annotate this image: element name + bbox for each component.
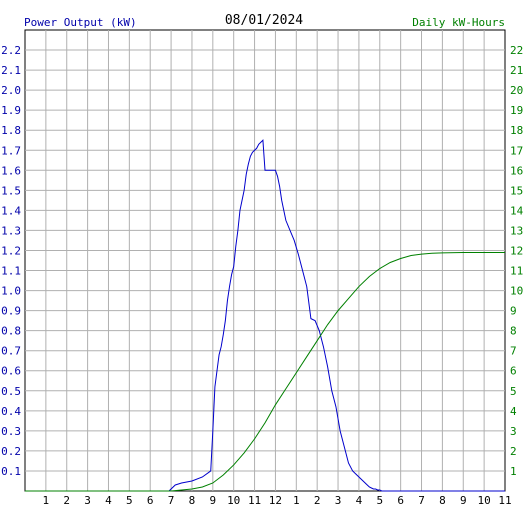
daily-kwh-line xyxy=(25,251,505,492)
chart-title: 08/01/2024 xyxy=(225,13,303,28)
right-tick-label: 19 xyxy=(510,104,523,117)
left-tick-label: 1.3 xyxy=(1,224,21,237)
x-tick-label: 9 xyxy=(210,494,217,507)
left-axis-ticks: 0.1 0.2 0.3 0.4 0.5 0.6 0.7 0.8 0.9 1.0 1.1 1.2 1.3 1… xyxy=(1,44,21,478)
x-tick-label: 10 xyxy=(227,494,240,507)
left-tick-label: 0.3 xyxy=(1,425,21,438)
right-tick-label: 1 xyxy=(510,465,517,478)
x-tick-label: 7 xyxy=(418,494,425,507)
right-tick-label: 18 xyxy=(510,124,523,137)
x-tick-label: 2 xyxy=(63,494,70,507)
x-tick-label: 1 xyxy=(43,494,50,507)
left-tick-label: 2.2 xyxy=(1,44,21,57)
left-tick-label: 1.9 xyxy=(1,104,21,117)
x-tick-label: 6 xyxy=(147,494,154,507)
x-tick-label: 10 xyxy=(478,494,491,507)
left-tick-label: 1.2 xyxy=(1,244,21,257)
right-tick-label: 6 xyxy=(510,365,517,378)
x-tick-label: 5 xyxy=(376,494,383,507)
left-tick-label: 1.1 xyxy=(1,265,21,278)
x-tick-label: 6 xyxy=(397,494,404,507)
right-tick-label: 15 xyxy=(510,184,523,197)
right-tick-label: 2 xyxy=(510,445,517,458)
left-tick-label: 1.6 xyxy=(1,164,21,177)
x-tick-label: 7 xyxy=(168,494,175,507)
right-axis-title: Daily kW-Hours xyxy=(412,16,505,29)
plot-frame xyxy=(24,29,506,492)
x-tick-label: 12 xyxy=(269,494,282,507)
x-tick-label: 4 xyxy=(356,494,363,507)
right-tick-label: 13 xyxy=(510,224,523,237)
x-tick-label: 3 xyxy=(335,494,342,507)
x-tick-label: 8 xyxy=(439,494,446,507)
left-tick-label: 1.4 xyxy=(1,204,21,217)
left-tick-label: 0.9 xyxy=(1,305,21,318)
right-tick-label: 4 xyxy=(510,405,517,418)
left-tick-label: 0.6 xyxy=(1,365,21,378)
left-tick-label: 0.7 xyxy=(1,345,21,358)
right-tick-label: 10 xyxy=(510,285,523,298)
right-tick-label: 12 xyxy=(510,244,523,257)
left-tick-label: 1.8 xyxy=(1,124,21,137)
left-tick-label: 0.1 xyxy=(1,465,21,478)
left-tick-label: 1.0 xyxy=(1,285,21,298)
right-tick-label: 9 xyxy=(510,305,517,318)
x-tick-label: 8 xyxy=(189,494,196,507)
x-tick-label: 1 xyxy=(293,494,300,507)
left-tick-label: 0.5 xyxy=(1,385,21,398)
x-tick-label: 9 xyxy=(460,494,467,507)
power-output-line xyxy=(25,139,505,492)
right-tick-label: 11 xyxy=(510,265,523,278)
left-tick-label: 1.7 xyxy=(1,144,21,157)
right-tick-label: 3 xyxy=(510,425,517,438)
right-tick-label: 16 xyxy=(510,164,523,177)
right-tick-label: 8 xyxy=(510,325,517,338)
left-tick-label: 0.4 xyxy=(1,405,21,418)
left-tick-label: 0.2 xyxy=(1,445,21,458)
right-tick-label: 14 xyxy=(510,204,524,217)
right-tick-label: 17 xyxy=(510,144,523,157)
x-axis-ticks: 1 2 3 4 5 6 7 8 9 10 11 12 1 2 3 4 5 6 7 8 9 10 11 xyxy=(43,494,512,507)
x-tick-label: 3 xyxy=(84,494,91,507)
x-tick-label: 4 xyxy=(105,494,112,507)
left-axis-title: Power Output (kW) xyxy=(24,16,137,29)
x-tick-label: 11 xyxy=(498,494,511,507)
right-tick-label: 22 xyxy=(510,44,523,57)
grid-lines xyxy=(25,30,505,491)
x-tick-label: 2 xyxy=(314,494,321,507)
x-tick-label: 11 xyxy=(248,494,261,507)
left-tick-label: 2.0 xyxy=(1,84,21,97)
left-tick-label: 0.8 xyxy=(1,325,21,338)
right-tick-label: 5 xyxy=(510,385,517,398)
right-tick-label: 21 xyxy=(510,64,523,77)
left-tick-label: 1.5 xyxy=(1,184,21,197)
right-tick-label: 7 xyxy=(510,345,517,358)
right-tick-label: 20 xyxy=(510,84,523,97)
x-tick-label: 5 xyxy=(126,494,133,507)
left-tick-label: 2.1 xyxy=(1,64,21,77)
